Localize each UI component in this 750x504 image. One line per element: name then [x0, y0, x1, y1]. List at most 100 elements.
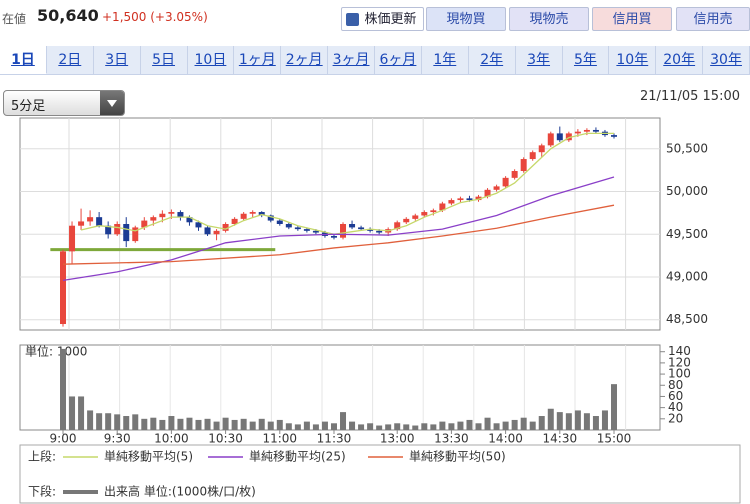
volume-bar: [78, 396, 85, 430]
tab[interactable]: 3ヶ月: [328, 46, 375, 74]
tab[interactable]: 1年: [421, 46, 469, 74]
volume-bar: [213, 421, 220, 430]
volume-bar: [285, 423, 292, 430]
candle-body: [511, 171, 518, 178]
candle-body: [529, 152, 536, 160]
volume-bar: [258, 418, 265, 430]
y-tick-label: 140: [668, 344, 691, 358]
tab[interactable]: 1ヶ月: [234, 46, 282, 74]
volume-bar: [330, 423, 337, 430]
tab[interactable]: 5年: [562, 46, 610, 74]
candle-body: [123, 224, 130, 242]
volume-bar: [231, 419, 238, 430]
volume-bar: [96, 413, 103, 430]
button[interactable]: 信用買: [592, 7, 672, 31]
x-tick-label: 14:00: [488, 432, 523, 446]
candle-body: [114, 224, 121, 235]
y-tick-label: 80: [668, 378, 683, 392]
candle-body: [195, 222, 202, 228]
candle-body: [376, 230, 383, 233]
volume-bar: [448, 423, 455, 430]
volume-bar: [132, 414, 139, 430]
volume-bar: [412, 425, 419, 430]
volume-bar: [466, 419, 473, 430]
button[interactable]: 現物売: [509, 7, 589, 31]
x-tick-label: 14:30: [543, 432, 578, 446]
candle-body: [601, 131, 608, 136]
legend-box: [19, 444, 741, 504]
x-tick-label: 13:30: [434, 432, 469, 446]
candle-body: [249, 212, 256, 214]
legend-text: 出来高 単位:(1000株/口/枚): [104, 484, 256, 499]
arrow-icon: [107, 100, 117, 107]
volume-bar: [376, 425, 383, 430]
candle-body: [547, 133, 554, 146]
candle-body: [168, 212, 175, 214]
x-tick-label: 13:00: [380, 432, 415, 446]
volume-bar: [457, 421, 464, 430]
candle-body: [132, 227, 139, 242]
volume-bar: [538, 416, 545, 430]
volume-bar: [583, 413, 590, 430]
candle-body: [475, 196, 482, 201]
tab[interactable]: 10日: [187, 46, 235, 74]
ma-line: [62, 176, 615, 282]
interval-select[interactable]: 5分足: [3, 90, 125, 116]
y-tick-label: 20: [668, 411, 683, 425]
candle-body: [484, 189, 491, 197]
button[interactable]: 株価更新: [341, 7, 424, 31]
volume-bar: [394, 423, 401, 430]
tab[interactable]: 1日: [0, 46, 47, 74]
volume-bar: [484, 417, 491, 430]
volume-bar: [150, 417, 157, 430]
volume-bar: [601, 410, 608, 430]
price-change: +1,500 (+3.05%): [102, 10, 208, 24]
unit-label: 単位: 1000: [25, 344, 87, 359]
candle-body: [493, 186, 500, 190]
candle-body: [574, 131, 581, 134]
candle-body: [556, 133, 563, 141]
tab[interactable]: 10年: [609, 46, 657, 74]
tab[interactable]: 2日: [46, 46, 94, 74]
refresh-icon: [346, 13, 359, 26]
candle-body: [448, 200, 455, 204]
x-tick-label: 11:00: [262, 432, 297, 446]
candle-body: [538, 145, 545, 153]
candle-body: [583, 129, 590, 132]
volume-bar: [240, 418, 247, 430]
volume-bar: [421, 423, 428, 430]
volume-bar: [611, 384, 617, 430]
volume-bar: [475, 423, 482, 430]
volume-bar: [385, 424, 392, 430]
candle-body: [186, 217, 193, 223]
volume-bar: [367, 423, 374, 430]
volume-bar: [439, 421, 446, 430]
tab[interactable]: 20年: [656, 46, 704, 74]
volume-bar: [141, 418, 148, 430]
button[interactable]: 現物買: [426, 7, 506, 31]
candle-body: [321, 232, 328, 236]
tab[interactable]: 3年: [515, 46, 563, 74]
volume-bar: [267, 421, 274, 430]
candle-body: [258, 212, 265, 216]
volume-bar: [592, 416, 599, 430]
volume-bar: [312, 424, 319, 430]
volume-bar: [430, 424, 437, 430]
volume-bar: [114, 414, 121, 430]
tab[interactable]: 6ヶ月: [375, 46, 422, 74]
tab[interactable]: 30年: [703, 46, 750, 74]
tab[interactable]: 2年: [468, 46, 516, 74]
volume-bar: [249, 421, 256, 430]
tab[interactable]: 3日: [93, 46, 141, 74]
volume-bar: [276, 419, 283, 430]
candle-body: [457, 198, 464, 201]
volume-bar: [195, 419, 202, 430]
candle-body: [303, 229, 310, 231]
volume-bar: [177, 418, 184, 430]
button[interactable]: 信用売: [676, 7, 750, 31]
tab[interactable]: 2ヶ月: [281, 46, 329, 74]
tab[interactable]: 5日: [140, 46, 188, 74]
candle-body: [430, 210, 437, 213]
